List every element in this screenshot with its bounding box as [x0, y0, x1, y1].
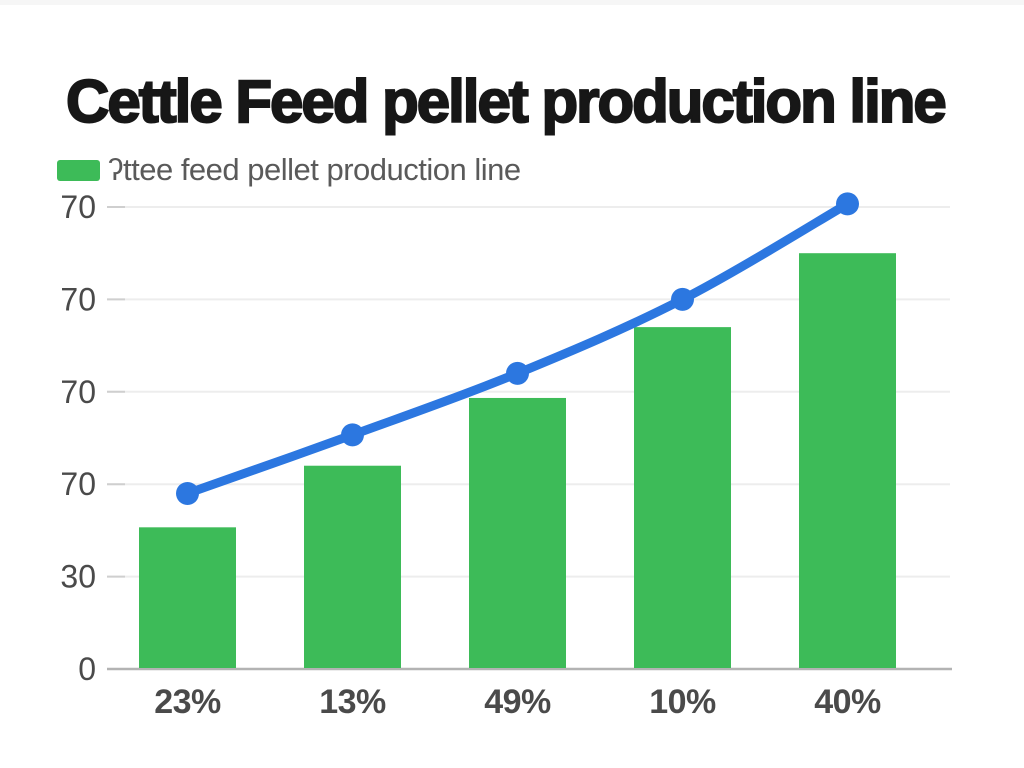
x-tick-label: 10% — [649, 683, 716, 721]
legend-label: ʔttee feed pellet production line — [108, 152, 521, 187]
x-tick-label: 13% — [319, 683, 386, 721]
legend-swatch-icon — [57, 159, 100, 181]
chart-title: Cettle Feed pellet production line — [65, 68, 948, 135]
y-tick-label: 70 — [60, 466, 96, 502]
y-tick-label: 70 — [60, 374, 96, 410]
y-tick-label: 0 — [78, 651, 96, 687]
y-tick-label: 70 — [60, 281, 96, 317]
data-point-dot — [671, 287, 694, 311]
data-point-dot — [176, 481, 199, 505]
y-tick-label: 70 — [60, 189, 96, 225]
bar — [304, 465, 401, 668]
bar — [469, 397, 566, 668]
x-tick-label: 40% — [814, 683, 881, 721]
bar — [634, 327, 731, 668]
data-point-dot — [341, 423, 364, 447]
data-point-dot — [836, 192, 859, 216]
x-tick-label: 49% — [484, 683, 551, 721]
bar — [139, 527, 236, 668]
legend: ʔttee feed pellet production line — [57, 152, 521, 188]
bar — [799, 253, 896, 668]
x-tick-label: 23% — [154, 683, 221, 721]
top-edge-artifact — [0, 0, 1024, 5]
y-tick-label: 30 — [60, 559, 96, 595]
data-point-dot — [506, 361, 529, 385]
